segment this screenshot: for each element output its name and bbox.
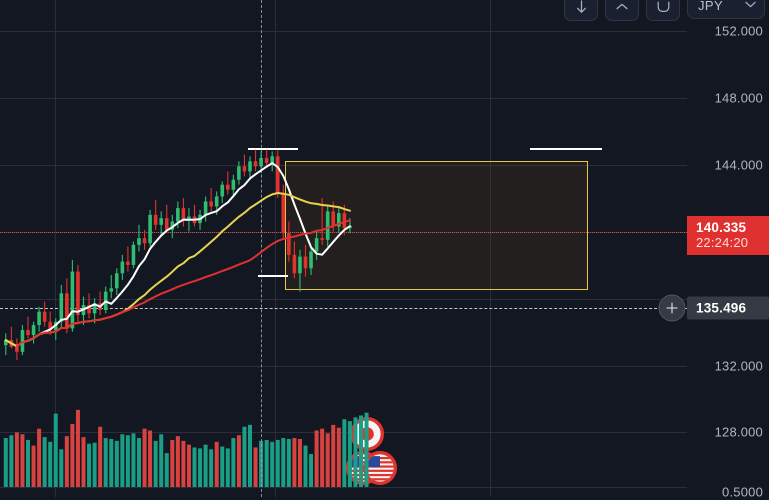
reset-chart-button[interactable] bbox=[646, 0, 680, 21]
crosshair-horizontal-line bbox=[0, 308, 687, 309]
gridline-horizontal bbox=[0, 487, 687, 488]
price-axis-tick: 128.000 bbox=[714, 424, 763, 440]
price-axis-tick: 144.000 bbox=[714, 157, 763, 173]
chart-toolbar[interactable]: JPY bbox=[564, 0, 769, 22]
currency-selector-label: JPY bbox=[698, 0, 724, 13]
gridline-vertical bbox=[490, 0, 491, 497]
gridline-horizontal bbox=[0, 31, 687, 32]
rectangle-drawing-tool[interactable] bbox=[285, 161, 588, 290]
chevron-down-icon bbox=[745, 1, 756, 11]
last-price-value: 140.335 bbox=[696, 220, 747, 235]
white-marker-upper[interactable] bbox=[248, 148, 298, 150]
gridline-horizontal bbox=[0, 98, 687, 99]
collapse-pane-button[interactable] bbox=[605, 0, 639, 21]
volume-axis-cut-label: 0.5000 bbox=[722, 484, 763, 500]
last-price-time: 22:24:20 bbox=[696, 235, 749, 250]
price-axis-tick: 152.000 bbox=[714, 23, 763, 39]
price-axis-tick: 132.000 bbox=[714, 358, 763, 374]
gridline-vertical bbox=[275, 0, 276, 497]
white-marker-upper-right[interactable] bbox=[530, 148, 602, 150]
white-marker-lower[interactable] bbox=[258, 275, 288, 277]
last-price-line bbox=[0, 232, 687, 233]
chart-plot-area[interactable] bbox=[0, 0, 687, 497]
last-price-label: 140.335 22:24:20 bbox=[687, 216, 769, 255]
price-axis[interactable]: 152.000 148.000 144.000 132.000 128.000 140.… bbox=[687, 0, 769, 500]
gridline-horizontal bbox=[0, 299, 687, 300]
scroll-to-bottom-button[interactable] bbox=[564, 0, 598, 21]
crosshair-vertical-line bbox=[261, 0, 262, 497]
crosshair-price-label: 135.496 bbox=[687, 296, 769, 320]
currency-selector[interactable]: JPY bbox=[687, 0, 765, 19]
gridline-vertical bbox=[55, 0, 56, 497]
gridline-horizontal bbox=[0, 432, 687, 433]
japan-flag-badge[interactable] bbox=[350, 417, 384, 451]
gridline-horizontal bbox=[0, 366, 687, 367]
add-alert-button[interactable] bbox=[658, 294, 686, 322]
price-axis-tick: 148.000 bbox=[714, 90, 763, 106]
usa-flag-badge-stacked[interactable] bbox=[363, 451, 397, 485]
